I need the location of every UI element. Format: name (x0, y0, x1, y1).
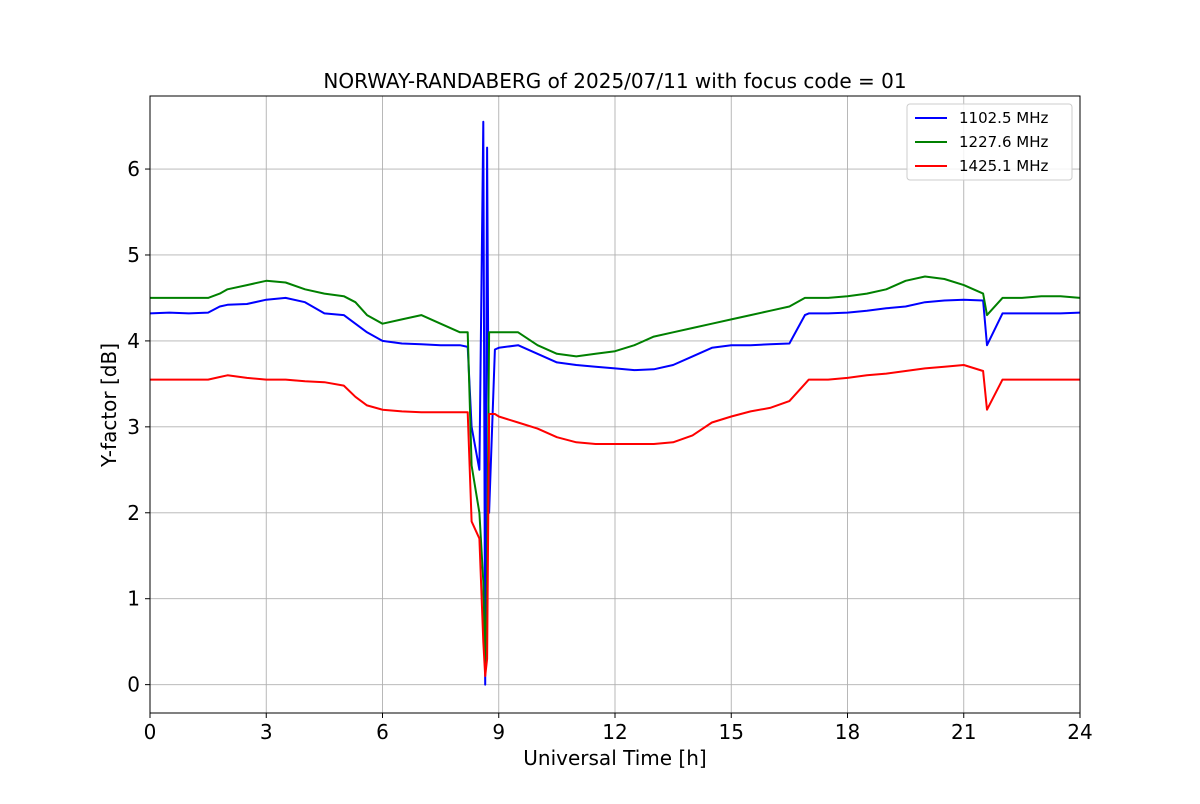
y-tick-label: 5 (127, 243, 140, 267)
y-tick-label: 0 (127, 673, 140, 697)
x-axis-label: Universal Time [h] (523, 746, 706, 770)
x-tick-label: 21 (951, 720, 976, 744)
y-tick-label: 4 (127, 329, 140, 353)
x-tick-label: 3 (260, 720, 273, 744)
series-line-1 (149, 120, 1081, 686)
legend-label: 1102.5 MHz (959, 109, 1048, 127)
y-tick-label: 3 (127, 415, 140, 439)
legend-box (906, 103, 1073, 181)
x-tick-label: 0 (144, 720, 157, 744)
series-line-2 (150, 275, 1081, 673)
y-tick-label: 1 (127, 587, 140, 611)
y-tick-label: 2 (127, 501, 140, 525)
series-line-3 (150, 364, 1080, 677)
x-tick-label: 9 (492, 720, 505, 744)
x-tick-label: 18 (835, 720, 860, 744)
legend-label: 1227.6 MHz (959, 133, 1048, 151)
x-tick-label: 12 (602, 720, 627, 744)
x-tick-label: 6 (376, 720, 389, 744)
y-tick-label: 6 (127, 157, 140, 181)
x-tick-label: 24 (1067, 720, 1092, 744)
x-tick-label: 15 (719, 720, 744, 744)
y-axis-label: Y-factor [dB] (97, 343, 121, 468)
legend: 1102.5 MHz 1227.6 MHz 1425.1 MHz (906, 103, 1073, 181)
chart-title: NORWAY-RANDABERG of 2025/07/11 with focu… (323, 69, 906, 93)
legend-label: 1425.1 MHz (959, 157, 1048, 175)
series-layer (149, 120, 1081, 686)
